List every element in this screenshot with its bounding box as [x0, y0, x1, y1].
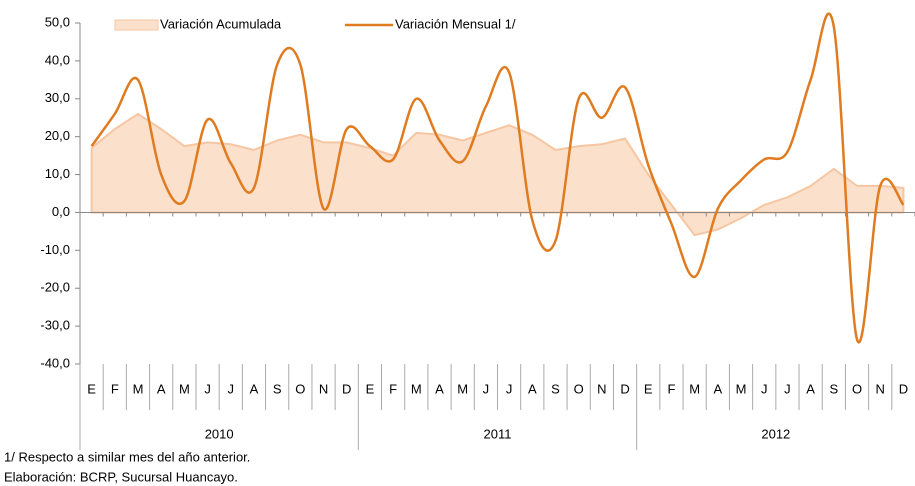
x-tick-label: E — [644, 381, 653, 396]
year-label: 2010 — [205, 426, 234, 441]
year-label: 2012 — [761, 426, 790, 441]
y-tick-label: 40,0 — [45, 52, 70, 67]
x-tick-label: A — [435, 381, 444, 396]
x-tick-label: A — [714, 381, 723, 396]
footnote: Elaboración: BCRP, Sucursal Huancayo. — [4, 469, 238, 484]
x-tick-label: J — [761, 381, 768, 396]
x-tick-label: A — [806, 381, 815, 396]
x-tick-label: S — [551, 381, 560, 396]
y-tick-label: 0,0 — [52, 204, 70, 219]
x-tick-label: F — [389, 381, 397, 396]
x-tick-label: J — [204, 381, 211, 396]
x-tick-label: O — [852, 381, 862, 396]
x-tick-label: J — [506, 381, 513, 396]
x-tick-label: S — [273, 381, 282, 396]
x-tick-label: M — [133, 381, 144, 396]
x-tick-label: D — [620, 381, 629, 396]
y-tick-label: -10,0 — [40, 242, 70, 257]
x-tick-label: M — [411, 381, 422, 396]
x-tick-label: N — [876, 381, 885, 396]
x-tick-label: O — [574, 381, 584, 396]
x-tick-label: A — [250, 381, 259, 396]
legend-label: Variación Mensual 1/ — [395, 16, 516, 31]
x-tick-label: J — [228, 381, 235, 396]
y-tick-label: -30,0 — [40, 318, 70, 333]
x-tick-label: D — [899, 381, 908, 396]
y-tick-label: -40,0 — [40, 355, 70, 370]
y-tick-label: -20,0 — [40, 280, 70, 295]
x-tick-label: A — [157, 381, 166, 396]
y-tick-label: 10,0 — [45, 166, 70, 181]
x-tick-label: E — [366, 381, 375, 396]
year-label: 2011 — [484, 426, 512, 441]
x-tick-label: F — [667, 381, 675, 396]
legend-swatch — [114, 19, 159, 31]
legend-label: Variación Acumulada — [160, 16, 282, 31]
x-tick-label: N — [319, 381, 328, 396]
x-tick-label: O — [295, 381, 305, 396]
x-tick-label: F — [111, 381, 119, 396]
x-tick-label: N — [597, 381, 606, 396]
x-tick-label: D — [342, 381, 351, 396]
x-tick-label: M — [689, 381, 700, 396]
line — [90, 12, 905, 344]
x-tick-label: E — [87, 381, 96, 396]
x-tick-label: M — [736, 381, 747, 396]
area — [90, 112, 905, 237]
x-tick-label: J — [784, 381, 791, 396]
x-tick-label: A — [528, 381, 537, 396]
y-tick-label: 20,0 — [45, 128, 70, 143]
x-tick-label: J — [483, 381, 490, 396]
x-tick-label: S — [829, 381, 838, 396]
x-tick-label: M — [179, 381, 190, 396]
y-tick-label: 30,0 — [45, 90, 70, 105]
x-tick-label: M — [457, 381, 468, 396]
footnote: 1/ Respecto a similar mes del año anteri… — [4, 449, 250, 464]
y-tick-label: 50,0 — [45, 14, 70, 29]
